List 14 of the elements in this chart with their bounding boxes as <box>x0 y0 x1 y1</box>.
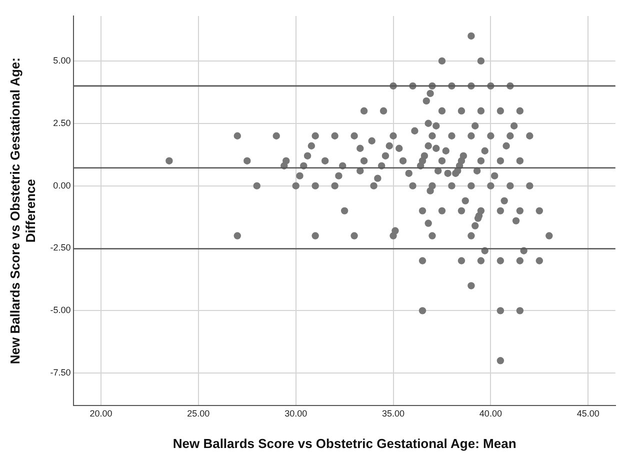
x-tick-label: 45.00 <box>576 408 600 418</box>
y-tick-label: 5.00 <box>53 55 71 66</box>
x-tick-label: 35.00 <box>382 408 405 418</box>
x-tick-label: 25.00 <box>187 408 210 418</box>
y-tick-label: -2.50 <box>50 242 71 253</box>
x-tick-label: 20.00 <box>90 408 112 418</box>
x-tick-label: 40.00 <box>479 408 502 418</box>
y-tick-label: 2.50 <box>53 118 71 128</box>
y-axis-title: New Ballards Score vs Obstetric Gestational Age: Difference <box>7 58 38 364</box>
x-tick-label: 30.00 <box>284 408 308 418</box>
y-tick-label: -7.50 <box>50 368 71 378</box>
y-tick-label: -5.00 <box>50 305 71 316</box>
x-axis-title: New Ballards Score vs Obstetric Gestational Age: Mean <box>172 436 516 451</box>
y-tick-label: 0.00 <box>53 180 71 190</box>
